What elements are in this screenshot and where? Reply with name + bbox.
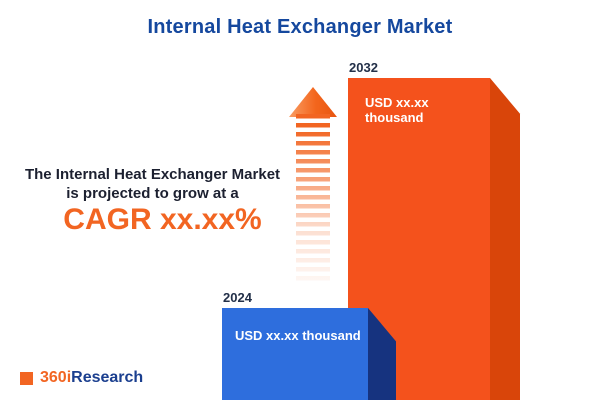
- brand-logo: 360iResearch: [20, 369, 143, 387]
- logo-text: 360iResearch: [40, 369, 143, 387]
- description-line2: is projected to grow at a: [66, 185, 239, 202]
- bar-2032-year-label: 2032: [349, 60, 378, 75]
- description-text: The Internal Heat Exchanger Market is pr…: [5, 165, 300, 203]
- arrow-shaft: [296, 114, 330, 282]
- bar-2032-value-label: USD xx.xx thousand: [365, 95, 429, 125]
- logo-square-icon: [20, 371, 33, 385]
- bar-2024-year-label: 2024: [223, 290, 252, 305]
- bar-2024-value-label: USD xx.xx thousand: [235, 328, 361, 343]
- bar-2032-side-face: [490, 78, 520, 400]
- logo-text-suffix: Research: [71, 369, 144, 386]
- logo-text-prefix: 360i: [40, 369, 72, 386]
- arrow-head-icon: [289, 87, 337, 117]
- bar-2024-front-face: USD xx.xx thousand: [222, 308, 368, 400]
- page-title: Internal Heat Exchanger Market: [147, 16, 453, 38]
- cagr-value: CAGR xx.xx%: [63, 203, 262, 236]
- growth-arrow-icon: [289, 87, 337, 285]
- description-line1: The Internal Heat Exchanger Market: [24, 166, 281, 183]
